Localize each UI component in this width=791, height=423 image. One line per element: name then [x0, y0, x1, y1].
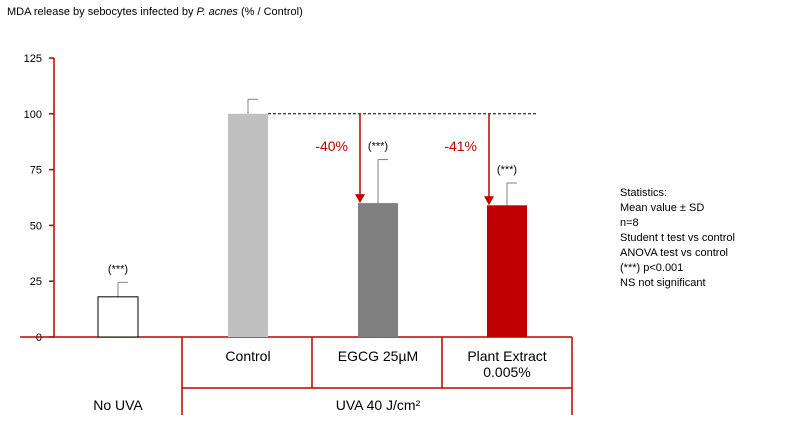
group-label: No UVA [93, 397, 143, 413]
bar [358, 203, 398, 337]
reduction-arrowhead [355, 194, 365, 204]
y-tick-label: 0 [36, 332, 42, 344]
y-tick-label: 25 [30, 276, 42, 288]
category-label: Control [225, 348, 270, 364]
stats-line: ANOVA test vs control [620, 247, 729, 259]
significance-label: (***) [368, 141, 388, 153]
reduction-arrowhead [484, 196, 494, 206]
significance-label: (***) [108, 263, 128, 275]
stats-line: Statistics: [620, 187, 668, 199]
reduction-label: -41% [444, 138, 477, 154]
stats-line: n=8 [620, 217, 639, 229]
category-label: Plant Extract [467, 348, 546, 364]
category-label: 0.005% [483, 364, 530, 380]
bar [228, 113, 268, 337]
statistics-box: Statistics: Mean value ± SD n=8 Student t t… [620, 186, 735, 291]
stats-line: Mean value ± SD [620, 202, 705, 214]
bar [97, 296, 139, 338]
y-tick-label: 75 [30, 165, 42, 177]
stats-line: (***) p<0.001 [620, 262, 684, 274]
stats-line: Student t test vs control [620, 232, 735, 244]
chart-title: MDA release by sebocytes infected by P. … [7, 6, 303, 18]
group-label: UVA 40 J/cm² [336, 397, 421, 413]
y-tick-label: 125 [24, 53, 42, 65]
category-label: EGCG 25µM [338, 348, 418, 364]
y-tick-label: 100 [24, 109, 42, 121]
significance-label: (***) [497, 164, 517, 176]
bar [487, 205, 527, 337]
y-tick-label: 50 [30, 220, 42, 232]
stats-line: NS not significant [620, 277, 706, 289]
reduction-label: -40% [315, 138, 348, 154]
